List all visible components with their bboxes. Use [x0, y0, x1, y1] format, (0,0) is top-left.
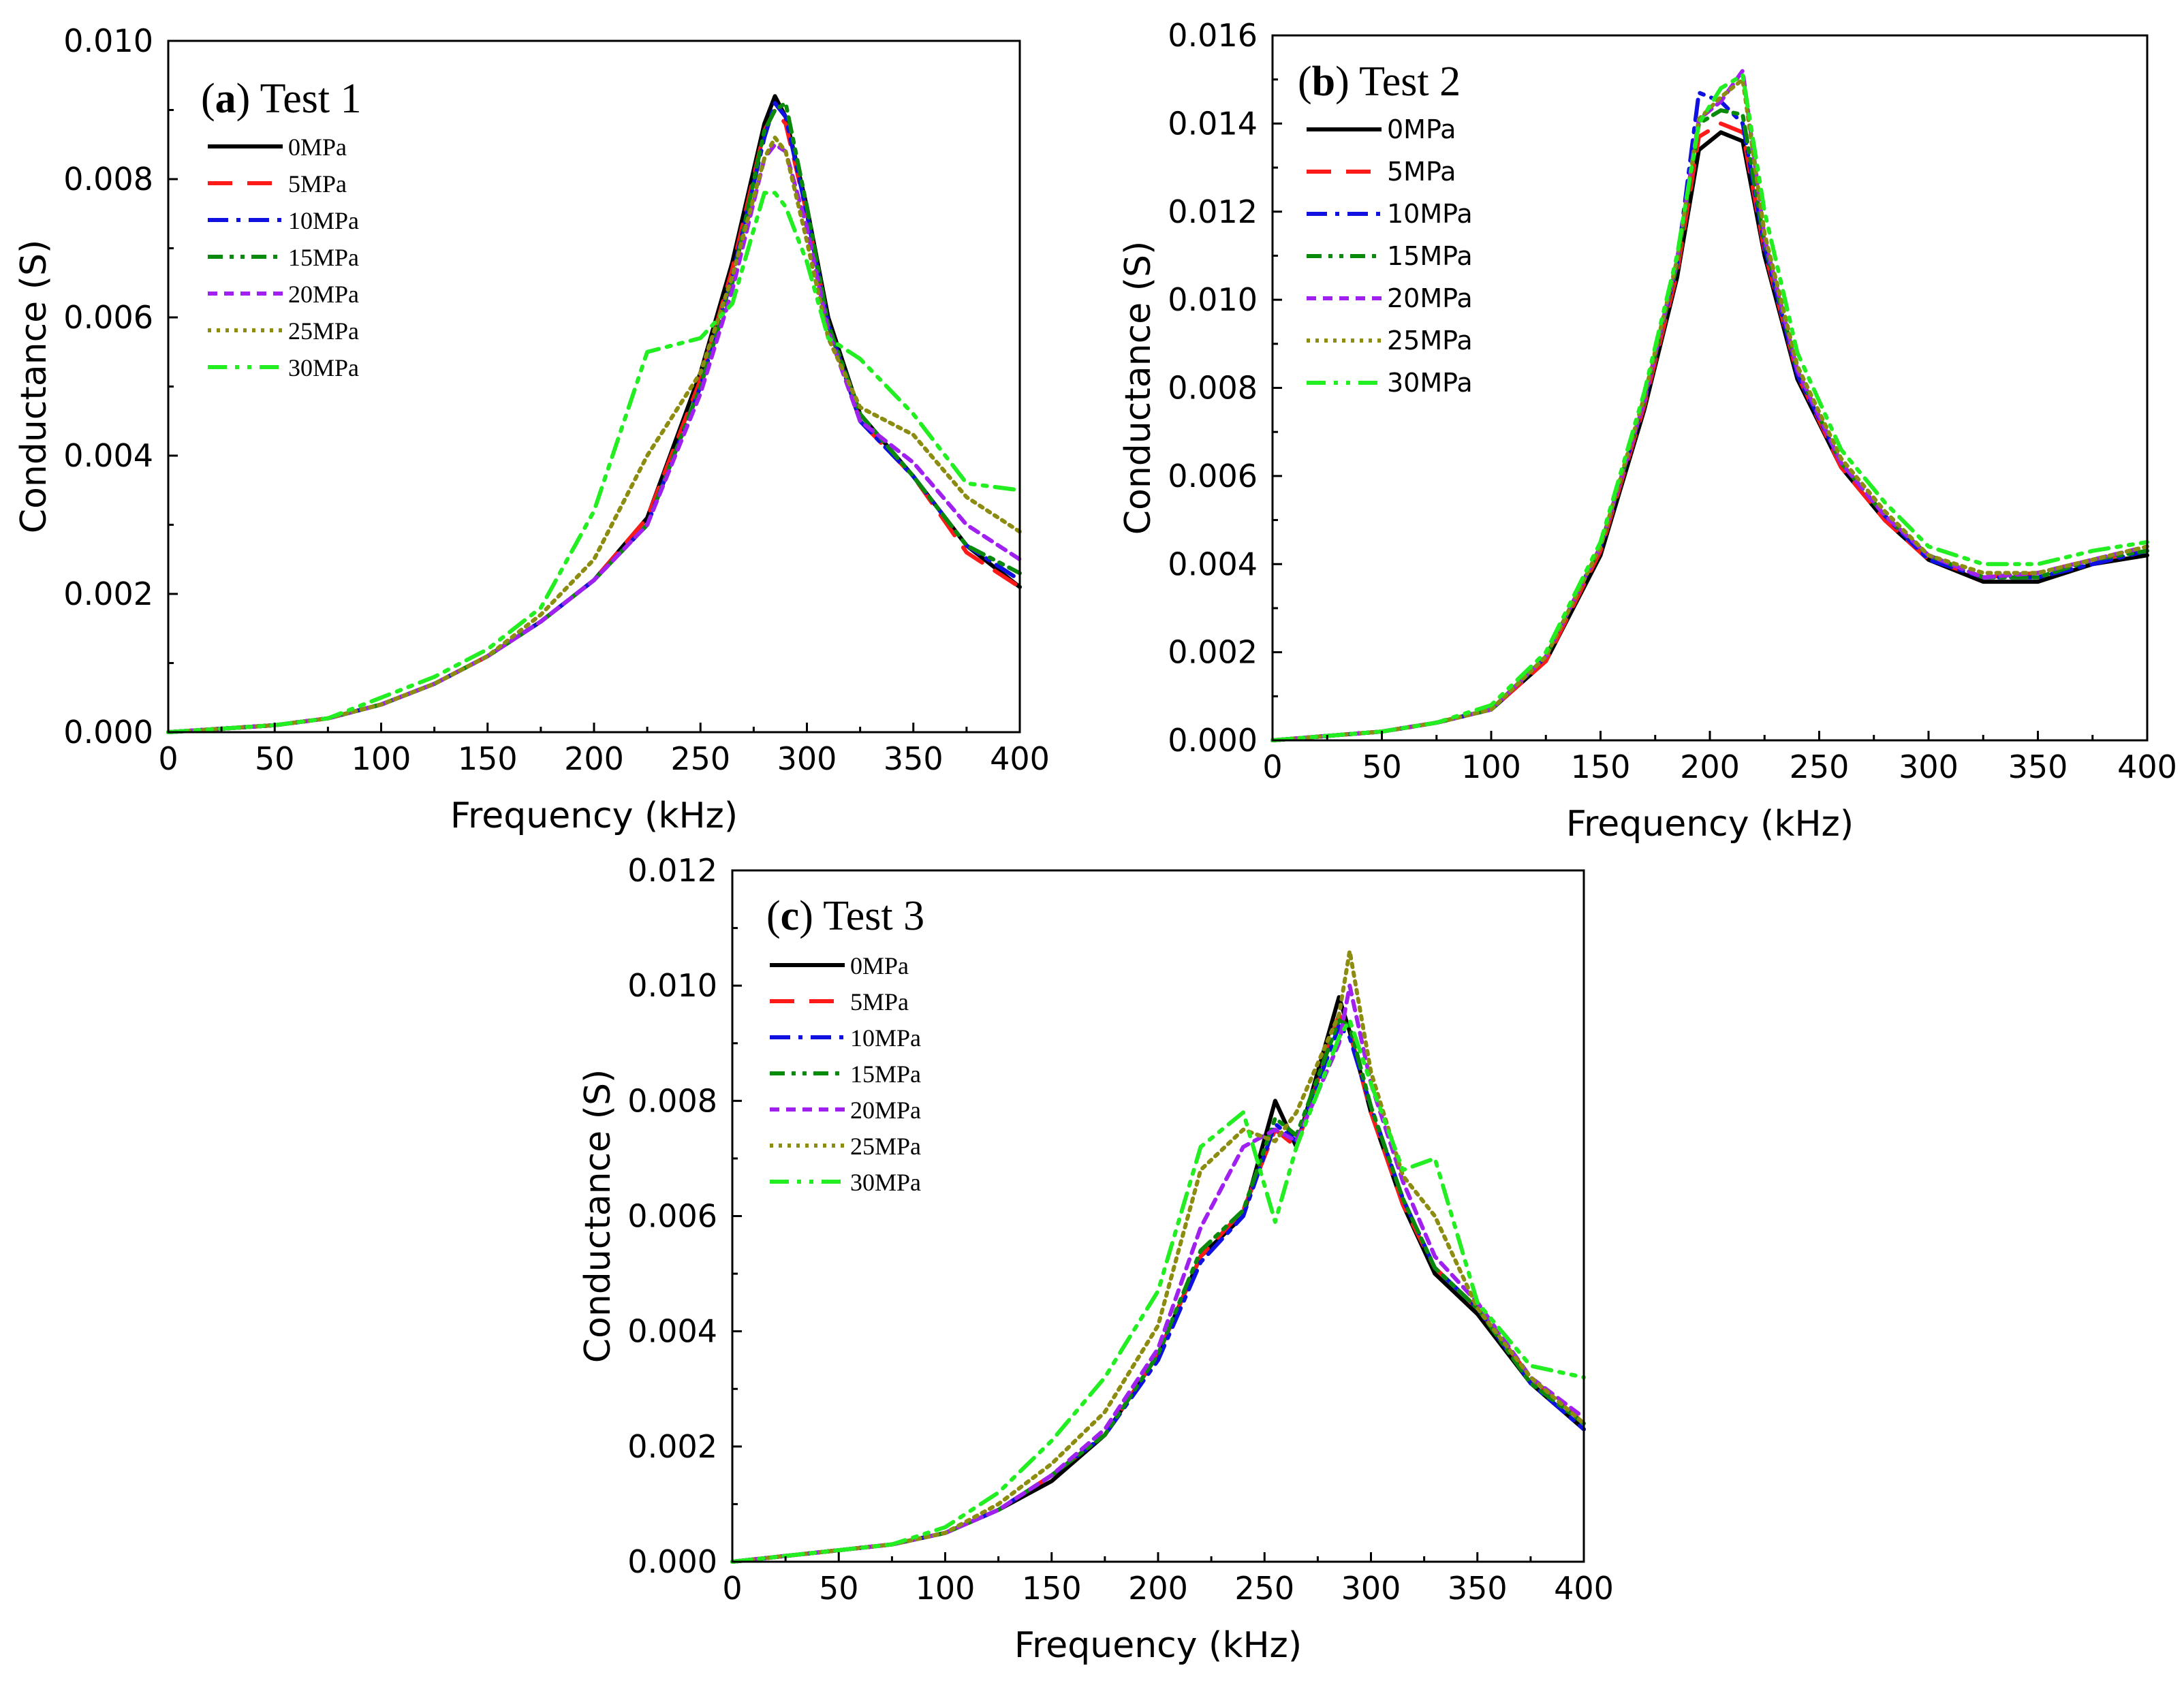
- x-tick-label: 150: [1571, 749, 1631, 785]
- y-tick-label: 0.002: [1168, 634, 1258, 671]
- legend-label-10MPa: 10MPa: [850, 1024, 921, 1052]
- series-line-10MPa: [1270, 91, 2149, 742]
- y-tick-label: 0.004: [1168, 546, 1258, 582]
- x-tick-label: 250: [1790, 749, 1850, 785]
- series-line-30MPa: [1270, 73, 2149, 742]
- legend-label-5MPa: 5MPa: [1387, 157, 1456, 187]
- series-line-25MPa: [166, 136, 1022, 734]
- x-tick-label: 100: [352, 740, 411, 777]
- legend-label-15MPa: 15MPa: [1387, 241, 1473, 271]
- y-tick-label: 0.008: [1168, 370, 1258, 407]
- y-tick-label: 0.004: [627, 1313, 717, 1350]
- y-axis-title: Conductance (S): [578, 1069, 619, 1364]
- legend-label-25MPa: 25MPa: [850, 1133, 921, 1160]
- y-tick-label: 0.000: [627, 1543, 717, 1580]
- legend-label-5MPa: 5MPa: [288, 170, 347, 198]
- legend-label-10MPa: 10MPa: [288, 207, 359, 234]
- x-tick-label: 150: [458, 740, 518, 777]
- y-tick-label: 0.000: [1168, 722, 1258, 759]
- x-tick-label: 200: [564, 740, 624, 777]
- x-tick-label: 0: [722, 1570, 742, 1607]
- y-tick-label: 0.010: [1168, 281, 1258, 318]
- series-line-25MPa: [730, 949, 1586, 1564]
- y-tick-label: 0.004: [63, 437, 153, 474]
- legend-label-30MPa: 30MPa: [1387, 368, 1473, 398]
- y-tick-label: 0.012: [627, 852, 717, 889]
- legend-label-15MPa: 15MPa: [850, 1060, 921, 1088]
- x-tick-label: 250: [670, 740, 730, 777]
- y-tick-label: 0.002: [63, 576, 153, 612]
- series-line-5MPa: [166, 108, 1022, 734]
- series-line-30MPa: [730, 1018, 1586, 1564]
- y-tick-label: 0.008: [63, 161, 153, 198]
- series-line-25MPa: [1270, 77, 2149, 742]
- y-tick-label: 0.012: [1168, 193, 1258, 230]
- x-tick-label: 100: [916, 1570, 976, 1607]
- legend-label-0MPa: 0MPa: [1387, 114, 1456, 144]
- legend-label-30MPa: 30MPa: [288, 354, 359, 381]
- legend-label-30MPa: 30MPa: [850, 1169, 921, 1196]
- panel-c: 0 50 100 150 200 250 300 350 400 0.000 0.002 0.004 0…: [578, 852, 1614, 1666]
- x-tick-label: 300: [777, 740, 837, 777]
- legend-label-25MPa: 25MPa: [1387, 326, 1473, 356]
- x-tick-label: 300: [1899, 749, 1959, 785]
- panel-b: 0 50 100 150 200 250 300 350 400 0.000 0.002 0.004 0…: [1118, 17, 2177, 845]
- legend-label-15MPa: 15MPa: [288, 244, 359, 271]
- panel-title: (c) Test 3: [766, 893, 924, 939]
- y-axis-title: Conductance (S): [14, 240, 54, 534]
- y-axis-title: Conductance (S): [1118, 241, 1159, 535]
- legend-label-20MPa: 20MPa: [288, 281, 359, 308]
- x-axis-title: Frequency (kHz): [1014, 1625, 1302, 1666]
- legend-label-0MPa: 0MPa: [288, 133, 347, 161]
- x-tick-label: 200: [1680, 749, 1740, 785]
- legend-label-5MPa: 5MPa: [850, 988, 909, 1015]
- legend-label-20MPa: 20MPa: [850, 1097, 921, 1124]
- x-tick-label: 150: [1022, 1570, 1082, 1607]
- x-tick-label: 350: [884, 740, 943, 777]
- x-axis-title: Frequency (kHz): [1566, 804, 1854, 845]
- x-tick-label: 350: [2008, 749, 2068, 785]
- panel-title: (b) Test 2: [1298, 59, 1461, 105]
- y-tick-label: 0.010: [63, 22, 153, 59]
- x-tick-label: 0: [1262, 749, 1282, 785]
- y-tick-label: 0.010: [627, 967, 717, 1004]
- y-tick-label: 0.016: [1168, 17, 1258, 54]
- panel-a: 0 50 100 150 200 250 300 350 400 0.000 0.002 0.004 0…: [14, 22, 1050, 836]
- y-tick-label: 0.002: [627, 1428, 717, 1465]
- y-tick-label: 0.006: [627, 1198, 717, 1235]
- x-tick-label: 0: [158, 740, 178, 777]
- x-axis-title: Frequency (kHz): [450, 796, 738, 836]
- y-tick-label: 0.008: [627, 1082, 717, 1119]
- legend-label-0MPa: 0MPa: [850, 952, 909, 979]
- x-tick-label: 400: [1554, 1570, 1614, 1607]
- x-tick-label: 50: [1362, 749, 1402, 785]
- panel-title: (a) Test 1: [201, 76, 362, 122]
- x-tick-label: 400: [990, 740, 1050, 777]
- x-tick-label: 200: [1128, 1570, 1188, 1607]
- y-tick-label: 0.014: [1168, 105, 1258, 142]
- y-tick-label: 0.000: [63, 714, 153, 751]
- x-tick-label: 50: [819, 1570, 859, 1607]
- legend-label-25MPa: 25MPa: [288, 317, 359, 345]
- x-tick-label: 400: [2117, 749, 2177, 785]
- x-tick-label: 100: [1461, 749, 1521, 785]
- y-tick-label: 0.006: [63, 299, 153, 336]
- legend-label-20MPa: 20MPa: [1387, 283, 1473, 313]
- x-tick-label: 50: [255, 740, 295, 777]
- x-tick-label: 300: [1341, 1570, 1401, 1607]
- x-tick-label: 250: [1234, 1570, 1294, 1607]
- series-line-30MPa: [166, 191, 1022, 734]
- legend-label-10MPa: 10MPa: [1387, 199, 1473, 229]
- y-tick-label: 0.006: [1168, 458, 1258, 494]
- x-tick-label: 350: [1448, 1570, 1508, 1607]
